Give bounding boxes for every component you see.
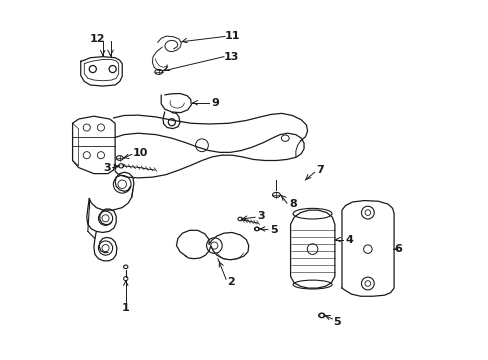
Text: 7: 7 [315,165,323,175]
Text: 13: 13 [223,51,238,62]
Text: 3: 3 [257,211,265,221]
Text: 1: 1 [122,303,129,313]
Text: 6: 6 [394,244,402,254]
Text: 2: 2 [227,277,234,287]
Text: 4: 4 [345,235,352,244]
Text: 5: 5 [333,318,341,328]
Text: 9: 9 [211,98,219,108]
Text: 3: 3 [103,163,111,172]
Text: 12: 12 [89,34,105,44]
Text: 8: 8 [289,199,297,209]
Text: 5: 5 [269,225,277,235]
Text: 11: 11 [224,31,239,41]
Text: 10: 10 [132,148,147,158]
